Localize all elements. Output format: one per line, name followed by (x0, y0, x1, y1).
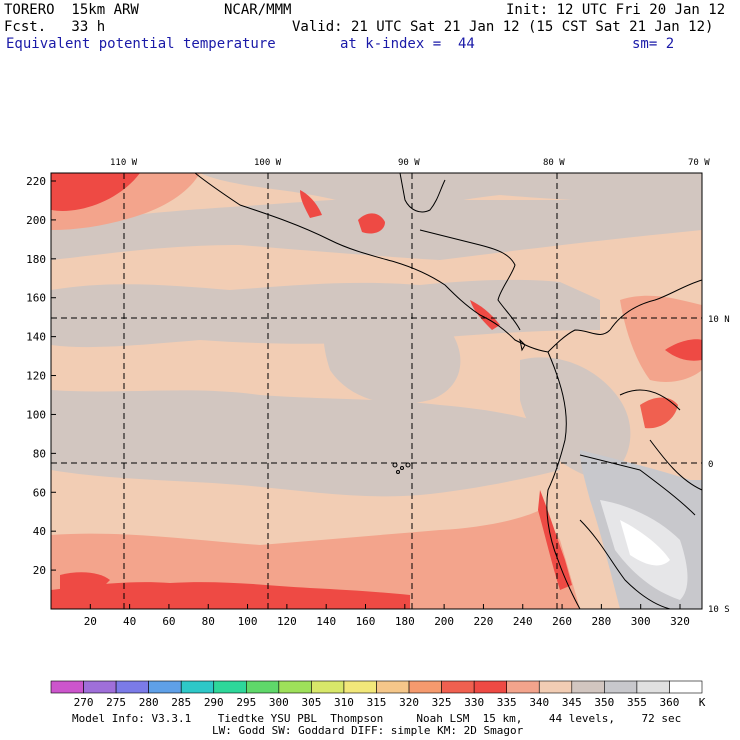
colorbar-swatch (148, 680, 182, 694)
x-tick-label: 80 (202, 615, 215, 628)
y-tick-label: 160 (26, 292, 46, 305)
colorbar-swatch (180, 680, 215, 694)
x-axis: 20 40 60 80 100 120 140 160 180 200 220 240 260 280 30… (84, 604, 690, 628)
colorbar-swatch (441, 680, 475, 694)
y-tick-label: 100 (26, 408, 46, 421)
x-tick-label: 140 (316, 615, 336, 628)
colorbar-label: 325 (432, 696, 452, 709)
y-tick-label: 180 (26, 253, 46, 266)
colorbar-swatch (213, 680, 247, 694)
y-tick-label: 140 (26, 331, 46, 344)
lat-label-10s: 10 S (708, 605, 730, 615)
colorbar-label: 275 (106, 696, 126, 709)
colorbar-label: 335 (497, 696, 517, 709)
y-tick-label: 20 (33, 564, 46, 577)
colorbar-swatch (604, 680, 638, 694)
colorbar-label: 300 (269, 696, 289, 709)
model-title: TORERO 15km ARW (4, 2, 139, 18)
smoothing-label: sm= 2 (632, 36, 675, 52)
colorbar-label: 360 (660, 696, 680, 709)
org-label: NCAR/MMM (224, 2, 292, 18)
colorbar-label: 295 (236, 696, 256, 709)
colorbar-label: 280 (139, 696, 159, 709)
y-tick-label: 40 (33, 525, 46, 538)
colorbar-label: 290 (204, 696, 224, 709)
x-tick-label: 40 (123, 615, 136, 628)
x-tick-label: 280 (591, 615, 611, 628)
colorbar-label: 305 (301, 696, 321, 709)
y-tick-label: 220 (26, 175, 46, 188)
x-tick-label: 120 (277, 615, 297, 628)
colorbar-unit: K (699, 696, 706, 709)
colorbar-swatch (246, 680, 280, 694)
field-name: Equivalent potential temperature (6, 36, 276, 52)
x-tick-label: 320 (670, 615, 690, 628)
x-tick-label: 200 (434, 615, 454, 628)
forecast-hour: Fcst. 33 h (4, 19, 106, 35)
lat-lon-grid (51, 173, 702, 609)
x-tick-label: 160 (356, 615, 376, 628)
colorbar-swatch (473, 680, 507, 694)
colorbar-label: 320 (399, 696, 419, 709)
lon-label-90w: 90 W (398, 158, 420, 168)
lon-label-110w: 110 W (110, 158, 138, 168)
colorbar-label: 340 (529, 696, 549, 709)
colorbar: 270 275 280 285 290 295 300 305 310 315 320 325 330 3… (50, 680, 706, 709)
theta-e-field (51, 173, 702, 609)
y-tick-label: 80 (33, 447, 46, 460)
colorbar-swatch (506, 680, 540, 694)
colorbar-swatch (115, 680, 149, 694)
colorbar-label: 345 (562, 696, 582, 709)
colorbar-swatch (538, 680, 573, 694)
x-tick-label: 300 (631, 615, 651, 628)
init-time: Init: 12 UTC Fri 20 Jan 12 (506, 2, 726, 18)
colorbar-label: 315 (367, 696, 387, 709)
x-tick-label: 60 (162, 615, 175, 628)
colorbar-swatch (636, 680, 670, 694)
x-tick-label: 100 (238, 615, 258, 628)
map-frame (50, 172, 703, 610)
level-label: at k-index = 44 (340, 36, 475, 52)
lat-label-10n: 10 N (708, 315, 730, 325)
colorbar-swatch (311, 680, 345, 694)
y-tick-label: 200 (26, 214, 46, 227)
colorbar-swatch (571, 680, 605, 694)
lon-label-70w: 70 W (688, 158, 710, 168)
colorbar-swatch (669, 680, 703, 694)
model-info: Model Info: V3.3.1 Tiedtke YSU PBL Thomp… (72, 712, 682, 725)
y-axis: 20 40 60 80 100 120 140 160 180 200 220 (26, 175, 56, 577)
lat-label-0: 0 (708, 460, 713, 470)
physics-info: LW: Godd SW: Goddard DIFF: simple KM: 2D… (212, 724, 524, 737)
colorbar-label: 310 (334, 696, 354, 709)
lon-label-80w: 80 W (543, 158, 565, 168)
colorbar-swatch (376, 680, 410, 694)
y-tick-label: 120 (26, 370, 46, 383)
colorbar-swatch (83, 680, 117, 694)
colorbar-label: 285 (171, 696, 191, 709)
colorbar-label: 350 (594, 696, 614, 709)
valid-time: Valid: 21 UTC Sat 21 Jan 12 (15 CST Sat … (292, 19, 714, 35)
x-tick-label: 20 (84, 615, 97, 628)
lon-label-100w: 100 W (254, 158, 282, 168)
x-tick-label: 240 (513, 615, 533, 628)
colorbar-label: 330 (464, 696, 484, 709)
x-tick-label: 180 (395, 615, 415, 628)
colorbar-swatch (408, 680, 442, 694)
y-tick-label: 60 (33, 486, 46, 499)
colorbar-swatch (278, 680, 312, 694)
colorbar-swatch (50, 680, 84, 694)
x-tick-label: 220 (474, 615, 494, 628)
x-tick-label: 260 (552, 615, 572, 628)
colorbar-label: 270 (74, 696, 94, 709)
colorbar-swatch (343, 680, 377, 694)
colorbar-label: 355 (627, 696, 647, 709)
